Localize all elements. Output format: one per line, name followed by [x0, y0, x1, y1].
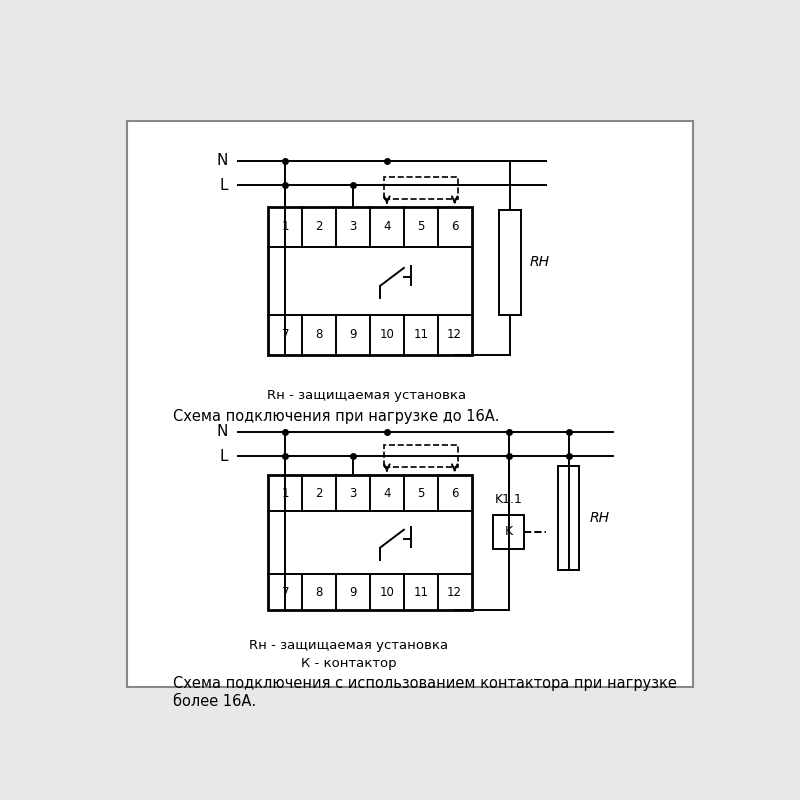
Text: 1: 1	[282, 220, 289, 234]
Text: K1.1: K1.1	[494, 493, 522, 506]
Text: 9: 9	[350, 328, 357, 342]
Text: 7: 7	[282, 586, 289, 598]
Text: 6: 6	[451, 486, 458, 500]
Text: более 16А.: более 16А.	[173, 694, 256, 709]
Text: 5: 5	[417, 486, 425, 500]
Text: 9: 9	[350, 586, 357, 598]
Text: 12: 12	[447, 328, 462, 342]
Text: Схема подключения при нагрузке до 16А.: Схема подключения при нагрузке до 16А.	[173, 409, 499, 424]
Text: 7: 7	[282, 328, 289, 342]
Bar	[384, 446, 458, 467]
Bar	[493, 515, 524, 549]
Text: 8: 8	[315, 586, 323, 598]
Text: 3: 3	[350, 486, 357, 500]
Text: Схема подключения с использованием контактора при нагрузке: Схема подключения с использованием конта…	[173, 676, 677, 691]
Text: L: L	[220, 178, 228, 193]
Text: Rн - защищаемая установка: Rн - защищаемая установка	[249, 639, 448, 652]
Text: 10: 10	[379, 328, 394, 342]
Bar	[268, 207, 472, 354]
Text: 4: 4	[383, 486, 390, 500]
Text: 11: 11	[414, 328, 428, 342]
Text: L: L	[220, 449, 228, 464]
Bar	[499, 210, 521, 314]
Text: N: N	[217, 424, 228, 439]
Text: 4: 4	[383, 220, 390, 234]
Bar	[558, 466, 579, 570]
Bar	[384, 178, 458, 199]
Text: K: K	[505, 526, 513, 538]
Text: 12: 12	[447, 586, 462, 598]
Text: 8: 8	[315, 328, 323, 342]
Text: 6: 6	[451, 220, 458, 234]
Text: RH: RH	[590, 511, 610, 525]
Text: N: N	[217, 153, 228, 168]
Text: 10: 10	[379, 586, 394, 598]
Text: 2: 2	[315, 220, 323, 234]
Text: К - контактор: К - контактор	[301, 657, 396, 670]
Bar	[268, 475, 472, 610]
Text: 3: 3	[350, 220, 357, 234]
Text: RH: RH	[530, 255, 550, 270]
Text: 1: 1	[282, 486, 289, 500]
Text: 5: 5	[417, 220, 425, 234]
Text: 11: 11	[414, 586, 428, 598]
Text: 2: 2	[315, 486, 323, 500]
Text: Rн - защищаемая установка: Rн - защищаемая установка	[267, 389, 466, 402]
